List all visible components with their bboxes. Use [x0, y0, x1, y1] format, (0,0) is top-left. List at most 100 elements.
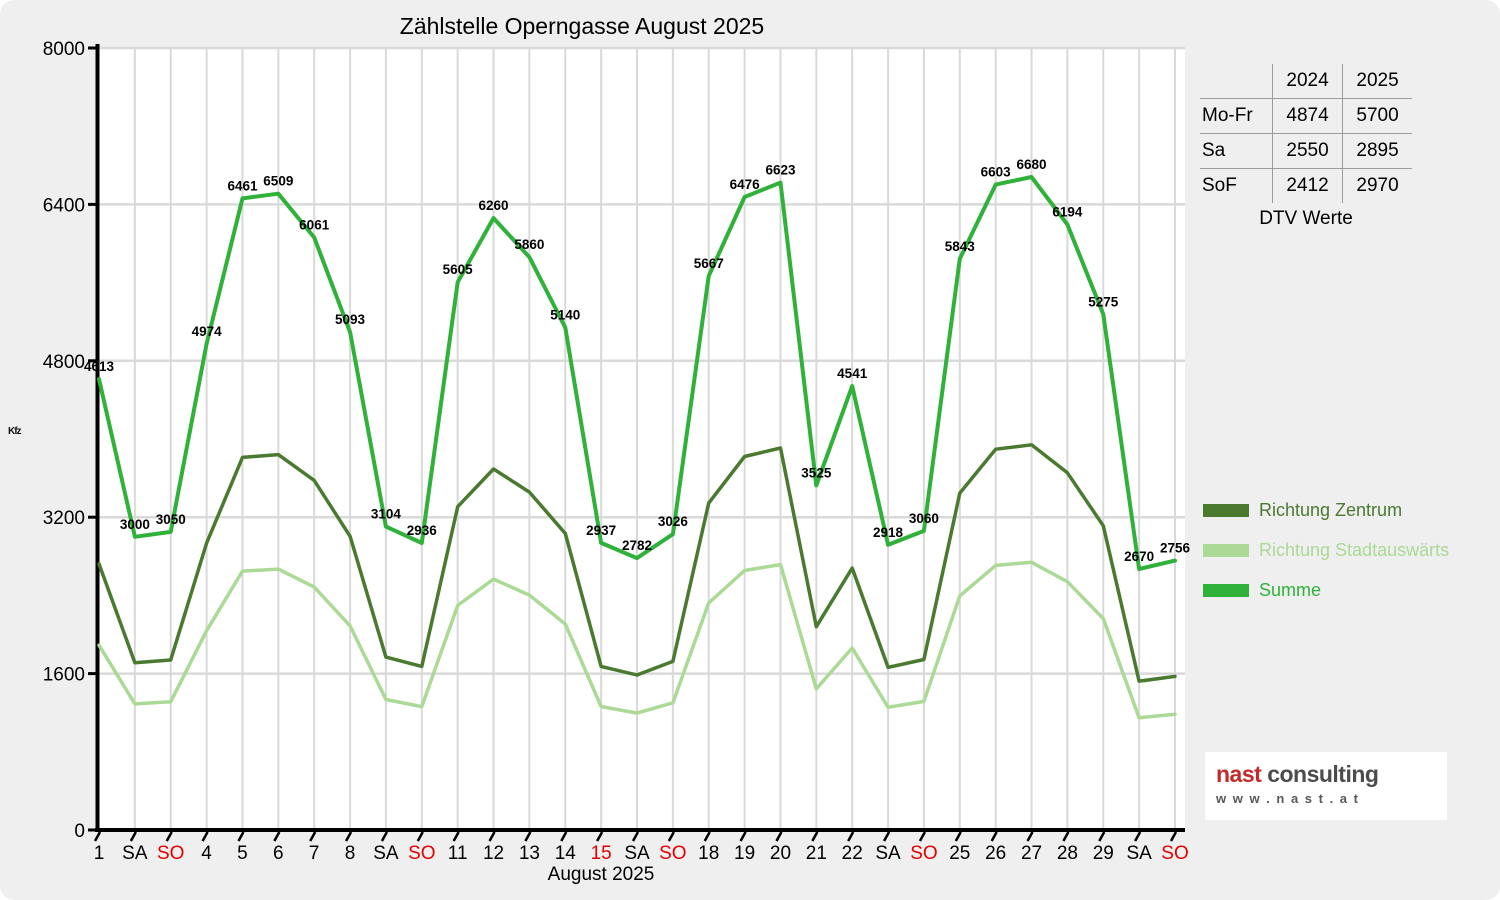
data-label: 5605 — [443, 262, 474, 277]
row-label: SoF — [1202, 175, 1237, 196]
dtv-table: 2024 2025 Mo-Fr 4874 5700 Sa 2550 2895 SoF 2412… — [1200, 64, 1412, 203]
value-2024: 4874 — [1271, 98, 1343, 134]
series-line-summe — [97, 175, 1177, 571]
x-axis-tick — [1062, 831, 1070, 842]
data-label: 6260 — [479, 198, 509, 213]
x-axis-tick — [882, 831, 891, 842]
data-label: 2756 — [1160, 541, 1191, 556]
x-axis-tick-label: 27 — [1021, 843, 1042, 864]
legend-swatch-stadtauswaerts — [1203, 543, 1249, 557]
x-axis-tick — [93, 831, 102, 842]
legend-swatch-summe — [1203, 583, 1249, 597]
data-label: 3000 — [120, 517, 150, 532]
y-axis-tick-label: 6400 — [43, 195, 85, 216]
x-axis-tick-label: 18 — [698, 843, 719, 864]
x-axis-tick — [452, 831, 460, 842]
x-axis-tick-label: 28 — [1057, 843, 1078, 864]
data-label: 2936 — [407, 523, 438, 538]
x-axis-tick-label: 8 — [345, 843, 356, 864]
dtv-table-caption: DTV Werte — [1259, 208, 1353, 229]
x-axis-tick-label: SA — [1126, 843, 1152, 864]
legend-label-stadtauswaerts: Richtung Stadtauswärts — [1259, 539, 1450, 560]
x-axis-tick-label: SA — [373, 843, 399, 864]
x-axis-tick-label: 21 — [806, 843, 827, 864]
series-line-stadtauswaerts — [97, 560, 1177, 720]
data-label: 2918 — [873, 525, 904, 540]
x-axis-tick — [309, 831, 317, 842]
row-label: Sa — [1200, 133, 1273, 169]
data-label: 6061 — [299, 218, 330, 233]
x-axis-tick-label: 13 — [519, 843, 540, 864]
x-axis-tick — [165, 831, 173, 842]
x-axis-tick — [990, 831, 998, 842]
x-axis-tick — [129, 831, 137, 842]
logo-url: w w w . n a s t . a t — [1216, 791, 1360, 806]
x-axis-tick — [739, 831, 747, 842]
value-2025: 2895 — [1342, 133, 1412, 169]
data-label: 6461 — [227, 178, 258, 193]
dtv-table-container: 2024 2025 Mo-Fr 4874 5700 Sa 2550 2895 SoF 2412… — [1200, 64, 1412, 203]
data-label: 4541 — [837, 366, 868, 381]
chart-title: Zählstelle Operngasse August 2025 — [399, 13, 765, 39]
data-label: 4613 — [84, 359, 115, 374]
x-axis-tick — [631, 831, 640, 842]
x-axis-tick-label: 19 — [734, 843, 755, 864]
table-header-row: 2024 2025 — [1200, 64, 1412, 99]
x-axis-tick — [344, 831, 353, 842]
value-2024: 2412 — [1271, 168, 1343, 203]
x-axis-tick-label: 5 — [237, 843, 248, 864]
data-label: 3525 — [801, 465, 832, 480]
data-label: 6509 — [263, 174, 293, 189]
data-label: 3050 — [156, 512, 186, 527]
chart-legend: Richtung Zentrum Richtung Stadtauswärts … — [1203, 490, 1449, 610]
x-axis-tick-label: 6 — [273, 843, 284, 864]
row-label: Mo-Fr — [1200, 98, 1273, 134]
logo-brand-gray: consulting — [1267, 761, 1379, 787]
value-2025: 2970 — [1342, 168, 1412, 203]
x-axis-tick — [273, 831, 281, 842]
x-axis-tick-label-holiday: SO — [157, 843, 184, 864]
data-label: 5843 — [945, 239, 976, 254]
x-axis-tick-label: SA — [122, 843, 148, 864]
y-axis-tick-label: 1600 — [43, 665, 85, 686]
y-axis-tick-label: 0 — [74, 821, 85, 842]
x-axis-tick — [954, 831, 962, 842]
x-axis-tick-label: 14 — [555, 843, 577, 864]
x-axis-tick — [1134, 831, 1142, 842]
x-axis-tick-label: SA — [624, 843, 650, 864]
data-label: 5860 — [514, 237, 544, 252]
x-axis-tick-label-holiday: SO — [1161, 843, 1188, 864]
legend-item-zentrum: Richtung Zentrum — [1203, 490, 1449, 530]
legend-label-zentrum: Richtung Zentrum — [1259, 499, 1403, 520]
x-axis-tick — [775, 831, 783, 842]
x-axis-tick-label: 7 — [309, 843, 320, 864]
data-label: 6603 — [981, 165, 1012, 180]
x-axis-tick-label: 12 — [483, 843, 504, 864]
data-label: 2937 — [586, 523, 616, 538]
x-axis-tick-label-holiday: 15 — [591, 843, 612, 864]
x-axis-tick-label: 29 — [1093, 843, 1114, 864]
data-label: 6623 — [765, 163, 796, 178]
data-label: 6194 — [1052, 205, 1083, 220]
x-axis-tick — [488, 831, 496, 842]
legend-item-stadtauswaerts: Richtung Stadtauswärts — [1203, 530, 1449, 570]
data-label: 5667 — [694, 256, 724, 271]
data-label: 5093 — [335, 312, 366, 327]
x-axis-tick-label: 1 — [94, 843, 105, 864]
x-axis-tick-label: 25 — [949, 843, 970, 864]
x-axis-tick — [237, 831, 245, 842]
x-axis-tick-label: 11 — [448, 843, 468, 864]
table-row: Mo-Fr 4874 5700 — [1200, 98, 1412, 134]
x-axis-tick — [703, 831, 711, 842]
x-axis-tick — [1026, 831, 1034, 842]
x-axis-tick-label: SA — [875, 843, 901, 864]
y-axis-tick-label: 8000 — [43, 39, 85, 60]
x-axis-tick — [596, 831, 604, 842]
x-axis-tick — [667, 831, 675, 842]
x-axis-title: August 2025 — [547, 864, 655, 885]
legend-label-summe: Summe — [1259, 579, 1322, 600]
x-axis-tick — [1098, 831, 1106, 842]
x-axis-tick-label-holiday: SO — [659, 843, 686, 864]
